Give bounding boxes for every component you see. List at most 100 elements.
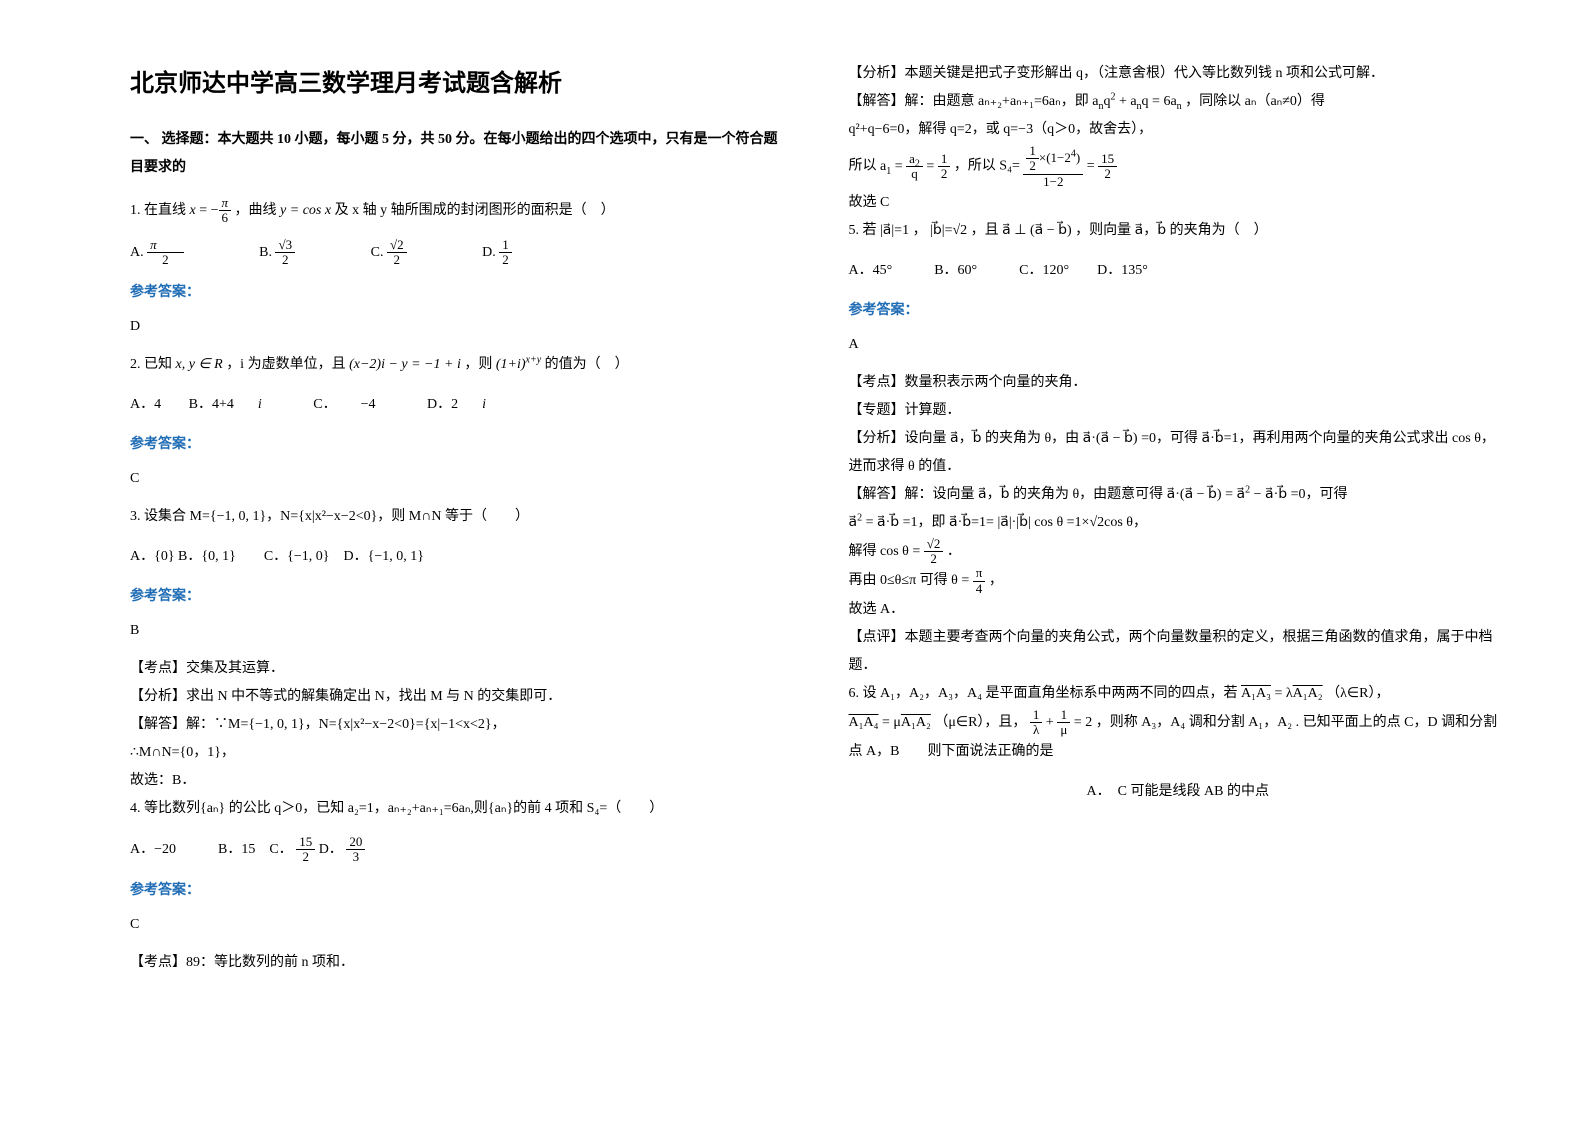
- q6-eq2: A₁A₄: [849, 715, 879, 730]
- q4-answer: C: [130, 911, 789, 939]
- q1-opt-c: C. √22: [371, 245, 455, 260]
- q6-frac: 1λ + 1μ = 2: [1030, 715, 1092, 730]
- question-5: 5. 若 |a⃗|=1 ， |b⃗|=√2 ，且 a⃗ ⊥ (a⃗ − b⃗) …: [849, 217, 1508, 245]
- q6-eq1b: A₁A₂: [1293, 686, 1323, 701]
- q1-curve: y = cos x: [280, 203, 331, 218]
- q2-cond2: (x−2)i − y = −1 + i: [349, 357, 461, 372]
- q5-s2-mid: =1，即 a⃗·b⃗=1=: [903, 515, 998, 530]
- q5-pre: 5. 若: [849, 223, 881, 238]
- q2-answer: C: [130, 465, 789, 493]
- q1-opt-a: A. π2: [130, 245, 232, 260]
- q2-opt-d-pre: D．2: [427, 397, 458, 412]
- q4-jie-eq: anq2 + anq = 6an: [1092, 94, 1181, 109]
- question-2: 2. 已知 x, y ∈ R ，i 为虚数单位，且 (x−2)i − y = −…: [130, 351, 789, 379]
- question-4: 4. 等比数列{aₙ} 的公比 q＞0，已知 a₂=1，aₙ₊₂+aₙ₊₁=6a…: [130, 795, 789, 823]
- q5-m1: ，: [913, 223, 927, 238]
- q4-s4-eq: =: [1087, 159, 1098, 174]
- q4-so-mid: ，所以 S₄=: [954, 159, 1024, 174]
- q4-kaodian: 【考点】89：等比数列的前 n 项和．: [130, 949, 789, 977]
- q5-s3-pre: 解得 cos θ =: [849, 544, 924, 559]
- question-6: 6. 设 A₁，A₂，A₃，A₄ 是平面直角坐标系中两两不同的四点，若 A₁A₃…: [849, 680, 1508, 766]
- q4-opt-d: 203: [346, 835, 365, 865]
- q2-opt-c-pre: C．: [313, 397, 336, 412]
- q6-m2: （μ∈R），且，: [934, 715, 1026, 730]
- q4-opt-c: 152: [296, 835, 315, 865]
- q1-options: A. π2 B. √32 C. √22 D. 12: [130, 238, 789, 268]
- q5-end: 故选 A．: [849, 596, 1508, 624]
- page-title: 北京师达中学高三数学理月考试题含解析: [130, 60, 789, 108]
- q3-kaodian: 【考点】交集及其运算．: [130, 655, 789, 683]
- q5-m2: ，且: [971, 223, 1003, 238]
- q3-answer: B: [130, 617, 789, 645]
- q4-optd-pre: D．: [319, 842, 343, 857]
- q1-answer-heading: 参考答案：: [130, 279, 789, 307]
- q2-mid1: ，i 为虚数单位，且: [226, 357, 349, 372]
- q5-step3: 解得 cos θ = √22 ．: [849, 537, 1508, 567]
- q5-step2: a⃗2 = a⃗·b⃗ =1，即 a⃗·b⃗=1= |a⃗|·|b⃗| cos …: [849, 509, 1508, 537]
- q5-step4: 再由 0≤θ≤π 可得 θ = π4 ，: [849, 566, 1508, 596]
- q2-stem-post: 的值为（ ）: [545, 357, 629, 372]
- q6-opt-a: A． C 可能是线段 AB 的中点: [849, 778, 1508, 806]
- q6-pre: 6. 设 A₁，A₂，A₃，A₄ 是平面直角坐标系中两两不同的四点，若: [849, 686, 1241, 701]
- q4-answer-heading: 参考答案：: [130, 877, 789, 905]
- q4-options: A．−20 B．15 C． 152 D． 203: [130, 835, 789, 865]
- q1-stem-mid: ，曲线: [235, 203, 281, 218]
- q1-stem-post: 及 x 轴 y 轴所围成的封闭图形的面积是（ ）: [335, 203, 615, 218]
- q5-jie-eq1: a⃗·(a⃗ − b⃗): [1167, 487, 1222, 502]
- question-1: 1. 在直线 x = −π6 ，曲线 y = cos x 及 x 轴 y 轴所围…: [130, 196, 789, 226]
- q4-end: 故选 C: [849, 189, 1508, 217]
- q5-s3-val: √22: [924, 537, 944, 567]
- q2-opt-c-val: −4: [361, 397, 376, 412]
- q2-opt-b: B．4+4 i: [189, 397, 286, 412]
- q6-eq2b: A₁A₂: [901, 715, 931, 730]
- q3-options: A．{0} B．{0, 1} C．{−1, 0} D．{−1, 0, 1}: [130, 543, 789, 571]
- q5-kaodian: 【考点】数量积表示两个向量的夹角．: [849, 369, 1508, 397]
- q5-fx-eq: a⃗·(a⃗ − b⃗): [1083, 431, 1138, 446]
- q3-so: ∴M∩N={0，1}，: [130, 739, 789, 767]
- q4-step2: q²+q−6=0，解得 q=2，或 q=−3（q＞0，故舍去），: [849, 116, 1508, 144]
- q5-s2-post: cos θ =1×√2cos θ，: [1034, 515, 1147, 530]
- q5-jieda: 【解答】解：设向量 a⃗，b⃗ 的夹角为 θ，由题意可得 a⃗·(a⃗ − b⃗…: [849, 481, 1508, 509]
- q4-so-pre: 所以: [849, 159, 881, 174]
- q6-m1: （λ∈R），: [1326, 686, 1389, 701]
- q4-s4-frac: 12×(1−24)1−2: [1023, 144, 1083, 189]
- q5-s4-end: ，: [989, 574, 1003, 589]
- q6-eq1: A₁A₃: [1241, 686, 1271, 701]
- q1-answer: D: [130, 313, 789, 341]
- q5-dianping: 【点评】本题主要考查两个向量的夹角公式，两个向量数量积的定义，根据三角函数的值求…: [849, 624, 1508, 680]
- q2-answer-heading: 参考答案：: [130, 431, 789, 459]
- q5-s2-eq: |a⃗|·|b⃗|: [997, 515, 1030, 530]
- q4-a1: a1 = a2q = 12: [880, 159, 950, 174]
- q2-opt-b-pre: B．4+4: [189, 397, 234, 412]
- q4-jie-post: ，同除以 aₙ（aₙ≠0）得: [1185, 94, 1325, 109]
- q5-s3-end: ．: [947, 544, 961, 559]
- q2-mid2: ，则: [464, 357, 496, 372]
- q1-opt-b: B. √32: [259, 245, 343, 260]
- q5-post: ，则向量 a⃗，b⃗ 的夹角为（ ）: [1075, 223, 1267, 238]
- q5-fx-pre: 【分析】设向量 a⃗，b⃗ 的夹角为 θ，由: [849, 431, 1083, 446]
- q4-jieda: 【解答】解：由题意 aₙ₊₂+aₙ₊₁=6aₙ，即 anq2 + anq = 6…: [849, 88, 1508, 116]
- q2-opt-b-i: i: [258, 397, 262, 412]
- q2-opt-c: C． −4: [313, 397, 399, 412]
- q4-fenxi: 【分析】本题关键是把式子变形解出 q，（注意舍根）代入等比数列钱 n 项和公式可…: [849, 60, 1508, 88]
- q1-line-formula: x = −π6: [190, 196, 232, 226]
- question-3: 3. 设集合 M={−1, 0, 1}，N={x|x²−x−2<0}，则 M∩N…: [130, 503, 789, 531]
- q2-opt-d-i: i: [482, 397, 486, 412]
- q5-fenxi: 【分析】设向量 a⃗，b⃗ 的夹角为 θ，由 a⃗·(a⃗ − b⃗) =0，可…: [849, 425, 1508, 481]
- q3-jieda: 【解答】解：∵M={−1, 0, 1}，N={x|x²−x−2<0}={x|−1…: [130, 711, 789, 739]
- q5-jie-pre: 【解答】解：设向量 a⃗，b⃗ 的夹角为 θ，由题意可得: [849, 487, 1167, 502]
- q5-answer: A: [849, 331, 1508, 359]
- q2-opt-a: A．4: [130, 397, 161, 412]
- q1-stem-pre: 1. 在直线: [130, 203, 190, 218]
- q3-end: 故选：B．: [130, 767, 789, 795]
- q2-cond1: x, y ∈ R: [176, 357, 223, 372]
- q2-expr: (1+i)x+y: [496, 357, 541, 372]
- q5-c3: a⃗ ⊥ (a⃗ − b⃗): [1002, 223, 1071, 238]
- q5-options: A．45° B．60° C．120° D．135°: [849, 257, 1508, 285]
- q5-zhuanti: 【专题】计算题．: [849, 397, 1508, 425]
- q2-options: A．4 B．4+4 i C． −4 D．2 i: [130, 391, 789, 419]
- q2-stem-pre: 2. 已知: [130, 357, 176, 372]
- q1-opt-d: D. 12: [482, 245, 560, 260]
- q5-jie-eq2: = a⃗2 − a⃗·b⃗: [1225, 487, 1287, 502]
- q4-so: 所以 a1 = a2q = 12 ，所以 S₄= 12×(1−24)1−2 = …: [849, 144, 1508, 189]
